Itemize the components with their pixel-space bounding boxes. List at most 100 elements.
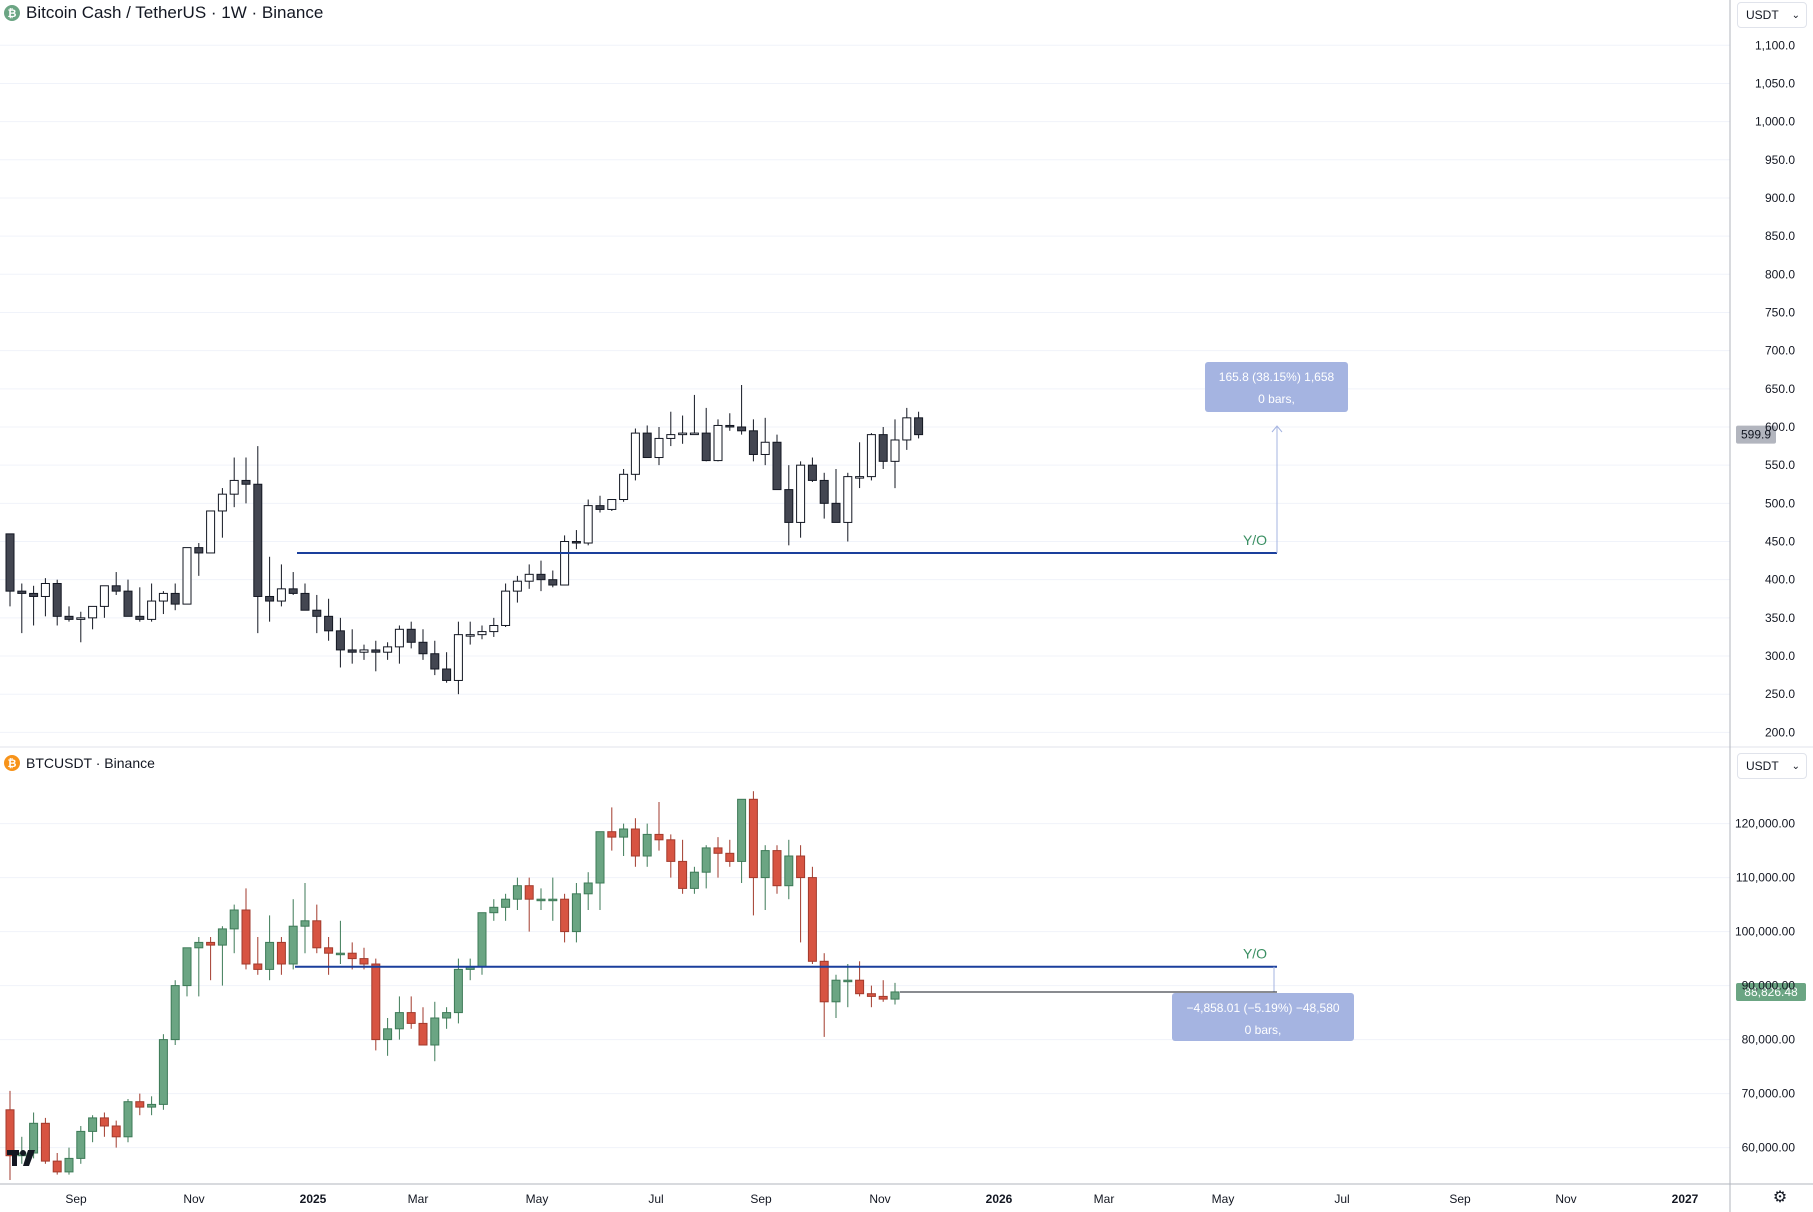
candle-body [147,1103,157,1108]
candle-body [890,991,900,1000]
candle-body [713,847,723,854]
candle [489,617,499,637]
candle [583,499,593,546]
bottom-measure-box[interactable]: −4,858.01 (−5.19%) −48,580 0 bars, [1172,993,1354,1041]
candle [524,877,534,932]
top-measure-box[interactable]: 165.8 (38.15%) 1,658 0 bars, [1205,362,1348,412]
candle [430,640,440,676]
candle-body [855,476,865,479]
top-currency-label: USDT [1746,8,1779,22]
candle [88,1115,98,1143]
x-tick-label: 2026 [986,1192,1013,1206]
candle [111,572,121,595]
candle [890,419,900,489]
candle-body [607,831,617,838]
x-tick-label: Nov [1555,1192,1576,1206]
candle [442,1007,452,1029]
candle-body [524,885,534,900]
bottom-pane-title[interactable]: ₿ BTCUSDT · Binance [4,755,155,771]
candle [312,594,322,634]
candle-body [182,547,192,605]
measure-arrow-head [1271,425,1283,433]
top-pane-title[interactable]: ₿ Bitcoin Cash / TetherUS · 1W · Binance [4,3,323,23]
candle [607,807,617,851]
candle [630,818,640,867]
bottom-measure-line1: −4,858.01 (−5.19%) −48,580 [1186,1001,1340,1015]
candle-body [583,882,593,895]
candle [701,407,711,462]
candle [430,1001,440,1062]
candle-body [642,432,652,459]
candle [678,415,688,444]
candle [548,877,558,921]
candle [335,617,345,668]
candle [5,1090,15,1180]
y-tick-label: 300.0 [1765,649,1795,663]
candle [501,583,511,628]
candle [760,417,770,466]
candle-body [689,432,699,436]
candle [359,644,369,660]
candle [99,1112,109,1137]
candle [689,866,699,894]
y-tick-label: 900.0 [1765,191,1795,205]
candle [819,472,829,519]
candle-body [772,850,782,887]
candle-body [737,426,747,432]
candle [52,579,62,626]
candle [725,839,735,867]
candle-body [194,547,204,554]
candle [642,823,652,867]
candle-body [430,653,440,670]
candle [64,606,74,622]
y-tick-label: 70,000.00 [1742,1087,1796,1101]
candle [701,845,711,889]
candle [453,958,463,1024]
x-tick-label: Nov [869,1192,890,1206]
candle-body [64,1157,74,1173]
grid-layer [0,44,1730,1149]
candle [807,866,817,964]
x-tick-label: Mar [408,1192,429,1206]
tradingview-logo-icon [7,1150,35,1166]
candle-body [866,993,876,997]
candle [678,839,688,894]
candle-body [666,434,676,439]
candle-body [170,592,180,605]
candle [383,1018,393,1056]
y-tick-label: 800.0 [1765,267,1795,281]
candle-body [689,871,699,889]
candle [40,578,50,617]
candle-body [784,489,794,523]
candle-body [347,952,357,960]
x-tick-label: 2025 [300,1192,327,1206]
top-currency-select[interactable]: USDT ⌄ [1737,2,1807,28]
candle [748,419,758,462]
settings-gear-icon[interactable]: ⚙ [1772,1189,1788,1206]
candle [206,937,216,981]
candle [512,575,522,603]
candle-body [383,646,393,653]
candle [807,457,817,482]
candle [760,845,770,910]
candle-body [99,585,109,607]
top-pane-title-text: Bitcoin Cash / TetherUS · 1W · Binance [26,3,324,22]
candle-body [312,609,322,617]
candle-body [571,541,581,544]
candle [229,904,239,954]
candle-body [866,434,876,478]
candle-body [890,439,900,462]
candle [182,947,192,997]
candle-body [158,592,168,602]
candle-body [383,1028,393,1041]
candle [772,434,782,491]
candle-body [312,920,322,949]
candle [560,893,570,943]
candle [324,937,334,975]
y-tick-label: 120,000.00 [1735,817,1795,831]
candle-body [760,441,770,455]
y-tick-label: 600.0 [1765,420,1795,434]
bottom-currency-select[interactable]: USDT ⌄ [1737,753,1807,779]
